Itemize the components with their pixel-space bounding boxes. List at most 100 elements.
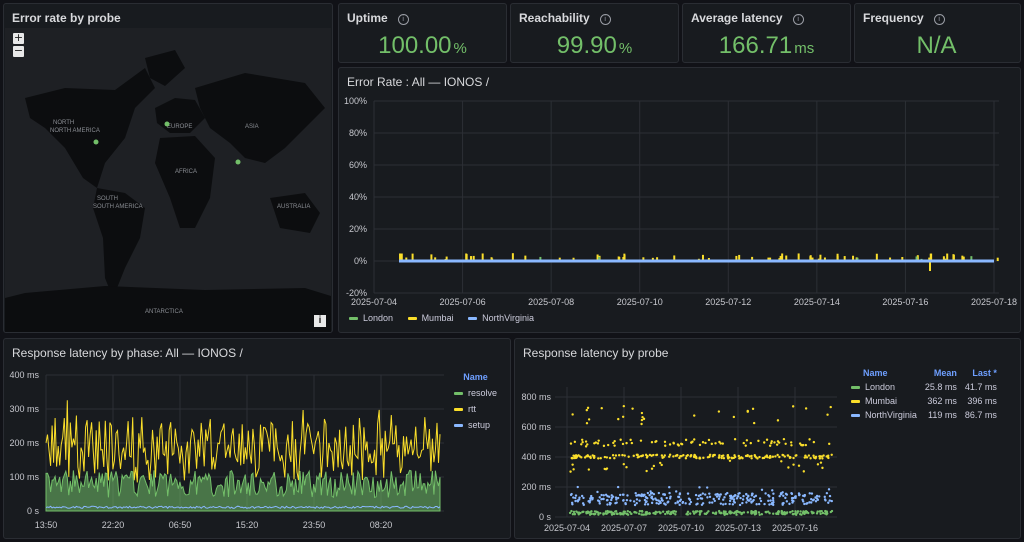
legend-item[interactable]: London [349, 313, 393, 323]
phase-latency-chart[interactable]: 400 ms 300 ms 200 ms 100 ms 0 s 13:50 22:20 06:… [4, 339, 444, 539]
scatter-point-northvirginia [574, 496, 577, 500]
scatter-point-northvirginia [605, 499, 609, 502]
scatter-point-mumbai [642, 417, 646, 421]
map-info-button[interactable]: i [314, 315, 326, 327]
greenland-shape [145, 50, 185, 86]
error-bar [785, 255, 788, 261]
scatter-point-northvirginia [701, 492, 705, 495]
info-icon[interactable]: i [397, 14, 409, 25]
scatter-point-mumbai [812, 454, 815, 457]
error-bar [434, 257, 437, 261]
scatter-point-mumbai [733, 454, 736, 457]
scatter-point-mumbai [586, 454, 589, 457]
scatter-point-london [821, 511, 825, 515]
scatter-point-northvirginia [782, 494, 785, 497]
scatter-point-northvirginia [622, 499, 625, 502]
world-map[interactable]: NORTH NORTH AMERICA EUROPE ASIA AFRICA S… [5, 28, 331, 332]
scatter-point-london [729, 512, 732, 515]
scatter-point-northvirginia [810, 492, 814, 495]
scatter-point-mumbai [777, 441, 781, 444]
scatter-point-mumbai [668, 453, 672, 456]
legend-row[interactable]: London 25.8 ms 41.7 ms [847, 380, 1001, 394]
scatter-point-northvirginia [589, 499, 592, 502]
scatter-point-london [572, 510, 576, 514]
scatter-point-northvirginia [626, 494, 629, 497]
scatter-point-northvirginia [769, 499, 772, 502]
tick-label: 2025-07-14 [794, 297, 840, 307]
scatter-point-mumbai [650, 454, 653, 457]
scatter-point-london [736, 510, 740, 513]
legend-item[interactable]: setup [454, 417, 497, 433]
stat-title: Uptime [347, 11, 388, 25]
scatter-point-london [573, 512, 576, 516]
scatter-point-northvirginia [688, 502, 691, 506]
probe-marker-london [164, 121, 170, 127]
scatter-point-mumbai [782, 454, 785, 457]
scatter-point-northvirginia [823, 495, 826, 499]
tick-label: 13:50 [35, 520, 58, 530]
scatter-point-mumbai [808, 438, 811, 441]
zoom-in-button[interactable]: + [13, 31, 24, 44]
scatter-point-mumbai [802, 470, 806, 473]
scatter-point-northvirginia [745, 501, 748, 504]
info-icon[interactable]: i [933, 14, 945, 25]
scatter-point-northvirginia [817, 495, 821, 498]
legend-item[interactable]: resolve [454, 385, 497, 401]
scatter-point-london [794, 510, 797, 513]
scatter-point-london [640, 510, 644, 513]
scatter-point-mumbai [593, 456, 596, 459]
error-bar [539, 256, 542, 261]
scatter-point-northvirginia [650, 496, 653, 499]
scatter-point-mumbai [586, 406, 590, 410]
scatter-point-northvirginia [634, 491, 637, 495]
australia-shape [270, 193, 320, 233]
scatter-point-northvirginia [588, 501, 591, 504]
scatter-point-london [815, 512, 819, 515]
legend-row[interactable]: Mumbai 362 ms 396 ms [847, 394, 1001, 408]
scatter-point-northvirginia [722, 498, 725, 501]
tick-label: 400 ms [9, 370, 39, 380]
scatter-point-northvirginia [606, 503, 609, 506]
zoom-out-button[interactable]: − [13, 44, 24, 57]
scatter-point-mumbai [622, 462, 625, 466]
scatter-point-mumbai [613, 444, 616, 447]
legend-header[interactable]: Mean [933, 368, 957, 378]
scatter-point-mumbai [625, 466, 628, 469]
info-icon[interactable]: i [792, 14, 804, 25]
scatter-point-mumbai [650, 441, 654, 444]
scatter-point-northvirginia [757, 502, 761, 506]
info-icon[interactable]: i [599, 14, 611, 25]
scatter-point-northvirginia [784, 496, 787, 500]
scatter-point-mumbai [717, 456, 721, 459]
scatter-point-london [816, 510, 819, 513]
scatter-point-mumbai [639, 439, 643, 442]
scatter-point-mumbai [804, 454, 807, 457]
error-rate-chart[interactable]: 100% 80% 60% 40% 20% 0% -20%2025-07-04 2025-07-… [339, 68, 1021, 333]
legend-item[interactable]: NorthVirginia [468, 313, 534, 323]
error-bar [875, 253, 878, 261]
error-bar [656, 257, 659, 261]
scatter-point-northvirginia [696, 502, 699, 505]
scatter-point-mumbai [828, 442, 831, 446]
legend-header[interactable]: Last * [972, 368, 997, 378]
legend-item[interactable]: rtt [454, 401, 497, 417]
scatter-point-london [704, 512, 708, 516]
scatter-point-northvirginia [785, 493, 789, 496]
legend-row[interactable]: NorthVirginia 119 ms 86.7 ms [847, 408, 1001, 422]
error-bar [942, 256, 945, 261]
scatter-point-northvirginia [616, 485, 620, 489]
scatter-point-mumbai [632, 454, 635, 458]
error-bar [511, 253, 514, 261]
scatter-point-london [740, 512, 743, 516]
scatter-point-london [640, 513, 643, 516]
scatter-point-london [582, 510, 585, 514]
scatter-point-london [713, 512, 717, 515]
error-bar [470, 256, 473, 261]
scatter-point-northvirginia [580, 494, 584, 498]
tick-label: 2025-07-07 [601, 523, 647, 533]
scatter-point-northvirginia [663, 493, 667, 497]
scatter-point-northvirginia [641, 493, 645, 497]
scatter-point-northvirginia [771, 489, 774, 492]
legend-item[interactable]: Mumbai [407, 313, 454, 323]
